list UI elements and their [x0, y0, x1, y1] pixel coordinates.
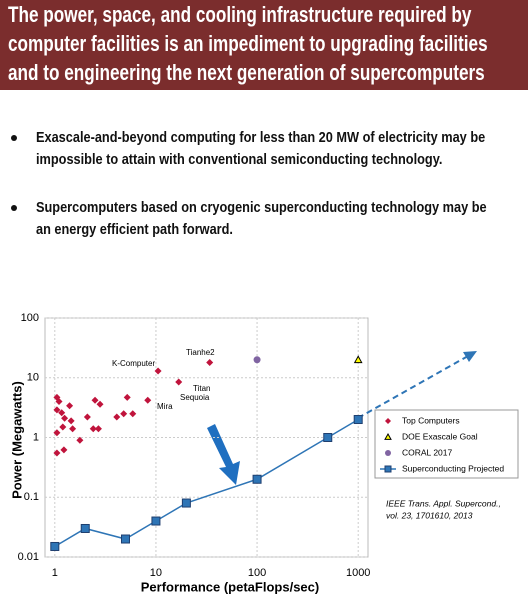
- data-point: [181, 498, 191, 508]
- data-point: [151, 516, 161, 526]
- legend-marker: [385, 450, 391, 456]
- data-point: [80, 523, 90, 533]
- data-point: [120, 410, 128, 418]
- data-point: [66, 402, 74, 410]
- data-point: [113, 413, 121, 421]
- annotation: Mira: [157, 402, 173, 411]
- data-point: [129, 410, 137, 418]
- legend-label: Superconducting Projected: [402, 463, 504, 473]
- data-point: [55, 398, 63, 406]
- x-tick-label: 10: [150, 567, 162, 579]
- trend-arrow: [207, 424, 240, 485]
- x-tick-label: 1000: [346, 567, 370, 579]
- data-point: [94, 425, 102, 433]
- data-point: [353, 415, 363, 425]
- bullet-text: Supercomputers based on cryogenic superc…: [36, 199, 487, 216]
- data-point: [58, 409, 66, 417]
- data-point: [60, 446, 68, 454]
- x-axis-label: Performance (petaFlops/sec): [141, 579, 319, 594]
- legend-label: Top Computers: [402, 415, 460, 425]
- y-tick-label: 0.01: [18, 551, 39, 563]
- header-title: The power, space, and cooling infrastruc…: [8, 2, 472, 27]
- bullet-dot: [11, 135, 17, 141]
- data-point: [120, 534, 130, 544]
- series-line: [54, 418, 359, 548]
- legend-marker: [384, 432, 392, 440]
- data-point: [353, 355, 363, 364]
- data-point: [89, 425, 97, 433]
- citation: IEEE Trans. Appl. Supercond.,: [386, 498, 501, 508]
- header-title: computer facilities is an impediment to …: [8, 31, 488, 56]
- header-title: and to engineering the next generation o…: [8, 60, 485, 85]
- legend-label: CORAL 2017: [402, 447, 453, 457]
- x-tick-label: 1: [52, 567, 58, 579]
- data-point: [67, 417, 75, 425]
- data-point: [53, 406, 61, 414]
- legend-box: [374, 409, 519, 479]
- legend-label: DOE Exascale Goal: [402, 431, 478, 441]
- bullet-dot: [11, 205, 17, 211]
- data-point: [206, 358, 214, 366]
- data-point: [144, 396, 152, 404]
- data-point: [83, 413, 91, 421]
- projection-arrowhead: [463, 351, 477, 362]
- data-point: [76, 436, 84, 444]
- data-point: [50, 541, 60, 551]
- data-point: [61, 414, 69, 422]
- y-tick-label: 0.1: [24, 491, 39, 503]
- y-tick-label: 10: [27, 372, 39, 384]
- data-point: [323, 433, 333, 442]
- x-tick-label: 100: [248, 567, 266, 579]
- data-point: [53, 449, 61, 457]
- y-tick-label: 1: [33, 431, 39, 443]
- projection-arrow: [357, 355, 469, 419]
- data-point: [69, 425, 77, 433]
- data-point: [59, 423, 67, 431]
- data-point: [175, 378, 183, 386]
- annotation: Sequoia: [180, 393, 210, 402]
- data-point: [53, 429, 61, 437]
- annotation: K-Computer: [112, 359, 155, 368]
- data-point: [96, 400, 104, 408]
- data-point: [91, 396, 99, 404]
- data-point: [123, 393, 131, 401]
- bullet-text: impossible to attain with conventional s…: [36, 151, 443, 168]
- bullet-text: an energy efficient path forward.: [36, 221, 233, 238]
- data-point: [253, 356, 261, 364]
- bullet-text: Exascale-and-beyond computing for less t…: [36, 129, 486, 146]
- y-axis-label: Power (Megawatts): [9, 381, 24, 499]
- legend-marker: [385, 418, 391, 424]
- data-point: [154, 367, 162, 375]
- y-tick-label: 100: [21, 312, 39, 324]
- annotation: Titan: [193, 384, 211, 393]
- data-point: [252, 474, 262, 484]
- legend-marker: [384, 465, 392, 473]
- header-band: [0, 0, 528, 90]
- citation: vol. 23, 1701610, 2013: [386, 510, 473, 520]
- annotation: Tianhe2: [186, 348, 215, 357]
